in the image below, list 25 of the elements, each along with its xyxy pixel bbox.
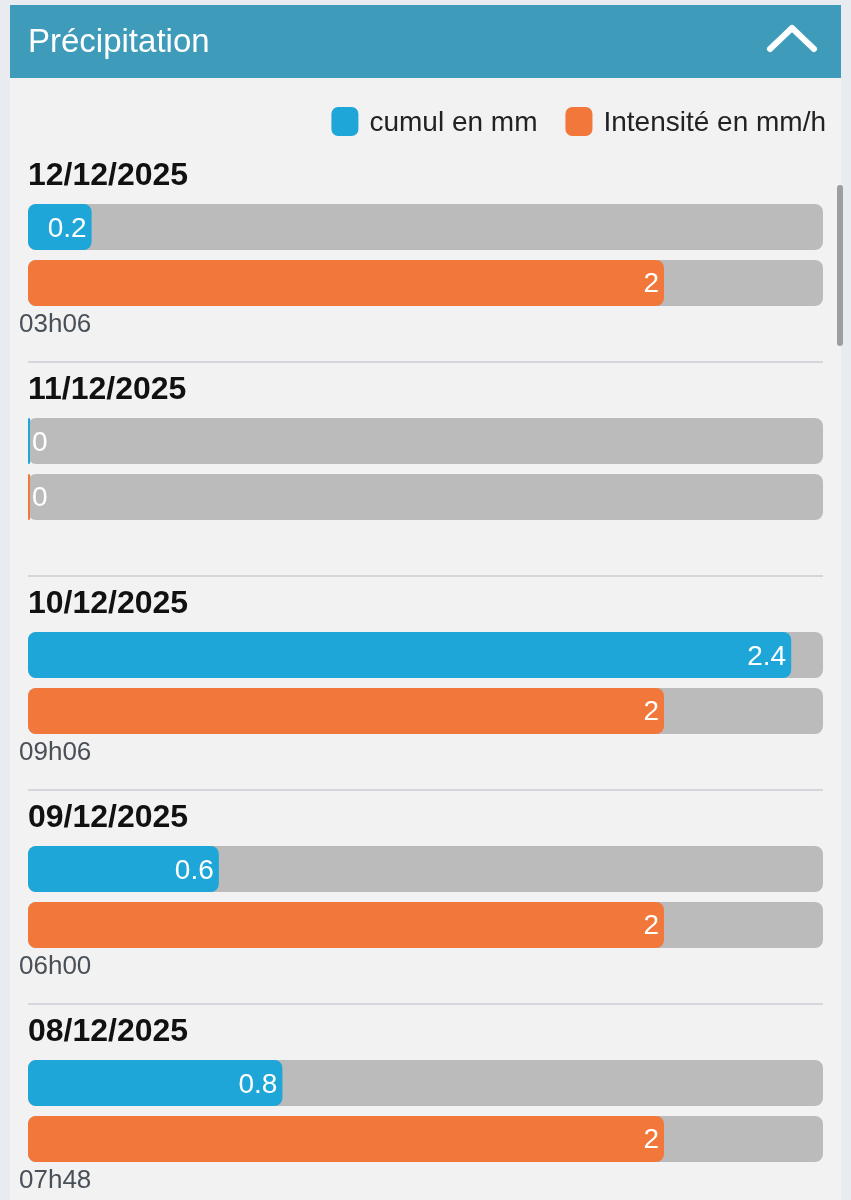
legend-label: cumul en mm [369,106,538,137]
annotation: 03h06 [19,308,92,338]
data-label: 0.6 [174,853,214,885]
y-tick-label: 09/12/2025 [28,798,189,834]
data-label: 0.2 [47,211,87,243]
annotation: 07h48 [19,1164,92,1194]
data-label: 0.8 [238,1067,278,1099]
data-label: 2 [643,695,659,727]
legend-label: Intensité en mm/h [603,106,827,137]
data-label: 0 [32,425,48,457]
data-label: 2 [643,1123,659,1155]
data-label: 2 [643,909,659,941]
y-tick-label: 10/12/2025 [28,584,189,620]
annotation: 09h06 [19,736,92,766]
data-label: 2 [643,267,659,299]
bar [28,846,219,893]
y-tick-label: 08/12/2025 [28,1012,189,1048]
chart-title: Précipitation [28,22,210,60]
data-label: 0 [32,481,48,513]
annotation: 06h00 [19,950,92,980]
y-tick-label: 12/12/2025 [28,156,189,192]
bar [28,204,92,251]
data-label: 2.4 [747,639,787,671]
y-tick-label: 11/12/2025 [28,370,187,406]
bar [28,1060,283,1107]
